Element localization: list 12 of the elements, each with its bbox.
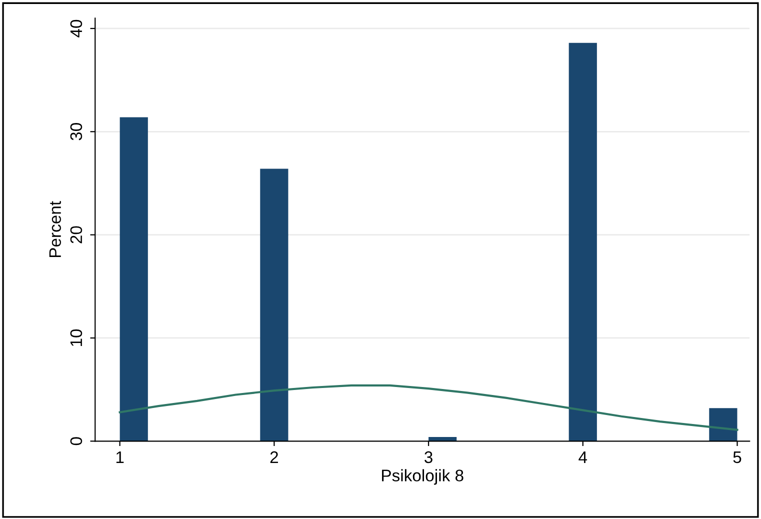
y-tick-label: 10: [70, 329, 82, 346]
y-tick-label: 0: [70, 437, 82, 446]
x-tick-label: 5: [733, 451, 742, 464]
y-tick-label: 20: [70, 226, 82, 244]
x-tick-label: 3: [424, 451, 432, 464]
y-tick-label: 30: [70, 123, 82, 140]
x-axis-title: Psikolojik 8: [382, 469, 464, 485]
y-tick-label: 40: [70, 20, 82, 38]
x-tick-label: 1: [116, 451, 124, 463]
x-tick-label: 2: [270, 451, 278, 463]
y-axis-title: Percent: [49, 201, 62, 258]
x-tick-label: 4: [578, 451, 588, 463]
